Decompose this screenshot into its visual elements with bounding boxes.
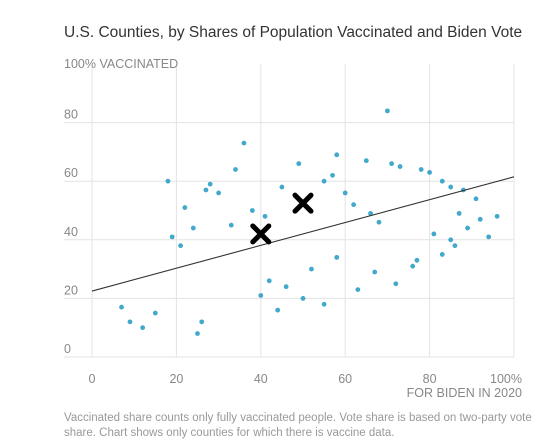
x-tick-label: 40: [254, 372, 268, 386]
data-point: [279, 184, 285, 190]
data-point: [397, 164, 403, 169]
trendline-group: [91, 176, 515, 292]
data-point: [266, 278, 272, 284]
data-point: [195, 331, 200, 336]
data-point: [334, 254, 340, 260]
chart-title: U.S. Counties, by Shares of Population V…: [64, 24, 523, 41]
data-point: [473, 196, 479, 202]
data-point: [190, 225, 196, 231]
data-point: [216, 190, 222, 196]
y-axis-label: 100% VACCINATED: [64, 57, 178, 71]
data-point: [477, 216, 483, 222]
data-point: [203, 187, 209, 193]
data-point: [169, 234, 175, 240]
data-point: [431, 231, 437, 237]
data-point: [296, 161, 302, 167]
x-marker: [250, 223, 272, 245]
data-point: [152, 310, 158, 316]
data-point: [262, 213, 268, 219]
x-axis-label: FOR BIDEN IN 2020: [407, 386, 522, 400]
x-tick-label: 60: [338, 372, 352, 386]
annotation-markers: [250, 192, 314, 245]
data-point: [207, 181, 213, 187]
data-point: [414, 257, 420, 263]
data-point: [486, 234, 492, 240]
data-point: [448, 184, 454, 190]
data-point: [351, 202, 357, 208]
data-point: [389, 161, 395, 167]
x-tick-label: 0: [89, 372, 96, 386]
data-point: [355, 287, 361, 293]
data-point: [334, 152, 340, 158]
x-tick-label: 20: [169, 372, 183, 386]
data-point: [330, 172, 335, 178]
data-point: [439, 178, 445, 184]
data-point: [410, 263, 416, 269]
data-point: [140, 325, 146, 331]
axis-labels: 100% VACCINATED FOR BIDEN IN 2020: [64, 57, 522, 400]
data-point: [165, 178, 171, 184]
x-tick-label: 100%: [490, 372, 522, 386]
data-point: [233, 167, 238, 172]
x-marker-stroke: [250, 223, 272, 245]
data-point: [393, 281, 399, 287]
y-tick-label: 0: [64, 342, 71, 356]
data-point: [376, 219, 382, 225]
data-point: [465, 225, 470, 231]
footnote: Vaccinated share counts only fully vacci…: [64, 412, 532, 439]
data-point: [309, 266, 314, 272]
data-point: [228, 222, 234, 228]
data-point: [372, 269, 378, 275]
data-point: [456, 211, 462, 216]
data-points: [119, 108, 500, 336]
y-tick-label: 40: [64, 225, 78, 239]
data-point: [342, 190, 348, 196]
data-point: [199, 319, 205, 325]
y-tick-label: 60: [64, 166, 78, 180]
data-point: [448, 237, 454, 243]
trendline: [91, 176, 515, 292]
data-point: [275, 307, 281, 313]
data-point: [363, 158, 369, 164]
data-point: [182, 205, 188, 210]
data-point: [241, 140, 247, 146]
y-tick-label: 20: [64, 283, 78, 297]
data-point: [418, 167, 424, 172]
x-tick-label: 80: [423, 372, 437, 386]
x-marker: [292, 192, 314, 214]
x-marker-stroke: [292, 192, 314, 214]
data-point: [452, 243, 458, 249]
data-point: [249, 208, 255, 213]
data-point: [427, 170, 432, 175]
grid: 0 20 40 60 80 100% 0 20 40 60 80: [64, 64, 522, 386]
data-point: [321, 301, 327, 307]
y-tick-label: 80: [64, 108, 78, 122]
data-point: [300, 296, 306, 301]
data-point: [321, 178, 327, 184]
data-point: [127, 319, 133, 325]
data-point: [178, 243, 184, 249]
data-point: [368, 211, 373, 216]
data-point: [283, 284, 289, 290]
data-point: [258, 293, 264, 298]
data-point: [494, 213, 500, 219]
data-point: [439, 252, 445, 257]
data-point: [119, 304, 124, 310]
data-point: [385, 108, 390, 114]
